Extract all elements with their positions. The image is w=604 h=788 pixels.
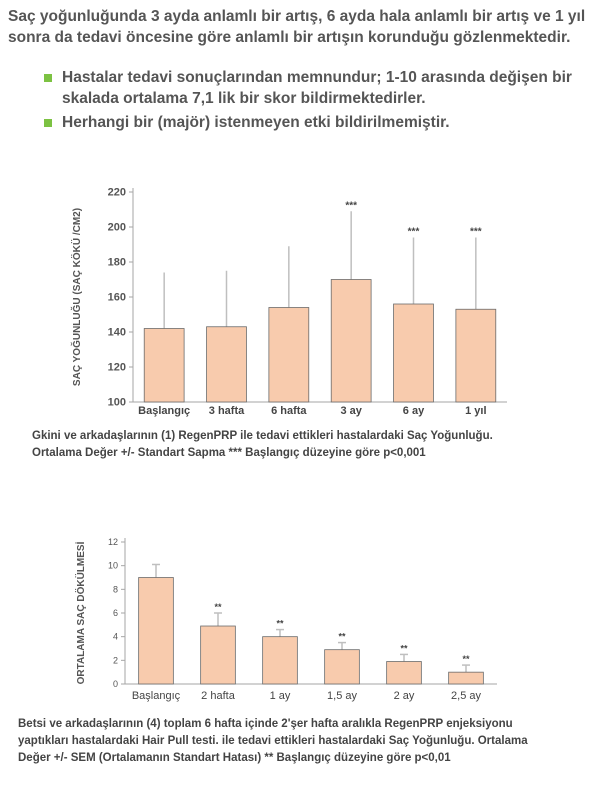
- bar: [138, 577, 174, 685]
- y-tick-label: 4: [113, 632, 118, 642]
- bar: [206, 326, 247, 403]
- significance-label: **: [462, 654, 470, 664]
- x-tick-label: 2 hafta: [201, 690, 236, 702]
- bar: [262, 636, 298, 685]
- bar: [455, 308, 497, 403]
- y-tick-label: 6: [113, 608, 118, 618]
- bar: [330, 279, 372, 403]
- bar: [393, 303, 434, 403]
- significance-label: **: [400, 643, 408, 653]
- y-tick-label: 10: [108, 561, 118, 571]
- hair-loss-bar-chart: ORTALAMA SAÇ DÖKÜLMESİ 0 2 4 6 8 10 12 Başlangıç…: [74, 537, 497, 702]
- y-tick-label: 100: [108, 397, 126, 409]
- x-tick-label: 2 ay: [394, 690, 415, 702]
- y-tick-label: 0: [113, 679, 118, 689]
- bullet-list: Hastalar tedavi sonuçlarından memnundur;…: [40, 67, 600, 135]
- significance-label: **: [338, 632, 346, 642]
- x-tick-label: 1 ay: [270, 690, 291, 702]
- bar: [268, 307, 310, 403]
- bullet-item: Hastalar tedavi sonuçlarından memnundur;…: [40, 67, 600, 109]
- x-tick-label: 2,5 ay: [451, 690, 481, 702]
- y-axis-label: ORTALAMA SAÇ DÖKÜLMESİ: [74, 541, 87, 684]
- bullet-item: Herhangi bir (majör) istenmeyen etki bil…: [40, 112, 600, 133]
- x-tick-label: 3 hafta: [209, 405, 245, 417]
- intro-text: Saç yoğunluğunda 3 ayda anlamlı bir artı…: [8, 8, 586, 46]
- x-tick-label: 3 ay: [340, 405, 362, 417]
- x-tick-label: 1 yıl: [465, 405, 486, 417]
- bullet-text: Herhangi bir (majör) istenmeyen etki bil…: [62, 114, 450, 131]
- significance-label: ***: [345, 200, 357, 211]
- bar: [448, 671, 484, 685]
- y-tick-label: 160: [108, 292, 126, 304]
- x-tick-label: Başlangıç: [138, 405, 190, 417]
- significance-label: **: [214, 602, 222, 612]
- y-tick-label: 180: [108, 257, 126, 269]
- bullet-text: Hastalar tedavi sonuçlarından memnundur;…: [62, 69, 572, 107]
- bar: [143, 328, 185, 403]
- y-tick-label: 220: [108, 187, 126, 199]
- chart2-caption: Betsi ve arkadaşlarının (4) toplam 6 haf…: [18, 718, 528, 764]
- significance-label: ***: [408, 227, 420, 238]
- y-tick-label: 200: [108, 222, 126, 234]
- significance-label: ***: [470, 227, 482, 238]
- x-tick-label: 6 ay: [403, 405, 425, 417]
- x-tick-label: Başlangıç: [132, 690, 181, 702]
- green-square-icon: [44, 119, 52, 127]
- green-square-icon: [44, 74, 52, 82]
- x-tick-label: 6 hafta: [271, 405, 307, 417]
- hair-density-bar-chart: SAÇ YOĞUNLUĞU (SAÇ KÖKÜ /CM2) 100 120 140 16…: [70, 187, 507, 417]
- x-tick-label: 1,5 ay: [327, 690, 357, 702]
- y-tick-label: 140: [108, 327, 126, 339]
- bar: [200, 625, 236, 685]
- bar: [386, 661, 422, 685]
- y-tick-label: 120: [108, 362, 126, 374]
- y-tick-label: 2: [113, 655, 118, 665]
- y-tick-label: 12: [108, 537, 118, 547]
- y-tick-label: 8: [113, 584, 118, 594]
- significance-label: **: [276, 619, 284, 629]
- bar: [324, 649, 360, 685]
- y-axis-label: SAÇ YOĞUNLUĞU (SAÇ KÖKÜ /CM2): [70, 208, 83, 386]
- chart1-caption: Gkini ve arkadaşlarının (1) RegenPRP ile…: [32, 430, 493, 459]
